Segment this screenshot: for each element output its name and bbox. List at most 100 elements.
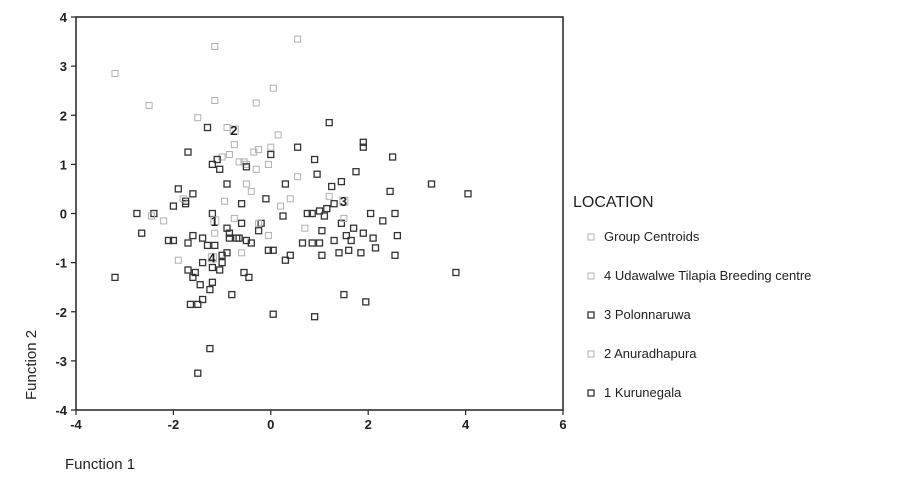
data-point-group-3: [325, 118, 333, 127]
data-point-group-4: [230, 214, 238, 222]
data-point-group-1: [198, 234, 207, 242]
data-point-group-1: [189, 231, 197, 240]
legend-marker-2: [587, 350, 595, 358]
data-point-group-4: [160, 217, 168, 225]
data-point-group-1: [186, 300, 195, 309]
y-tick-label: 2: [60, 108, 67, 123]
data-point-group-3: [138, 229, 146, 237]
data-point-group-3: [313, 170, 321, 178]
legend: LOCATION Group Centroids 4 Udawalwe Tilap…: [573, 194, 811, 400]
x-tick-label: -4: [70, 417, 82, 432]
data-point-group-1: [223, 249, 231, 257]
data-point-group-3: [242, 236, 251, 245]
data-point-group-2: [211, 43, 219, 50]
data-point-group-4: [294, 173, 302, 181]
legend-marker-centroids: [587, 233, 595, 241]
data-point-group-1: [206, 285, 214, 294]
data-point-group-3: [369, 234, 377, 242]
data-point-group-1: [194, 300, 202, 309]
data-point-group-1: [208, 278, 217, 286]
data-point-group-3: [366, 209, 375, 218]
data-point-group-3: [391, 209, 399, 218]
data-point-group-4: [264, 160, 272, 168]
legend-marker-1: [587, 389, 595, 397]
data-point-group-3: [208, 160, 217, 169]
data-point-group-1: [191, 268, 199, 277]
data-point-group-3: [310, 155, 319, 164]
data-point-group-1: [245, 273, 253, 282]
data-point-group-1: [198, 295, 207, 304]
data-point-group-4: [242, 180, 250, 188]
data-point-group-4: [286, 195, 294, 203]
data-point-group-3: [345, 246, 353, 254]
data-point-group-3: [330, 236, 338, 245]
data-point-group-1: [233, 234, 241, 242]
data-point-group-1: [164, 236, 173, 245]
data-point-group-1: [225, 229, 234, 237]
data-point-group-3: [379, 217, 387, 225]
x-tick-label: 0: [267, 417, 274, 432]
data-point-group-4: [255, 219, 263, 227]
legend-marker-3: [587, 311, 595, 319]
data-point-group-3: [203, 123, 212, 132]
data-point-group-3: [293, 143, 302, 151]
data-point-group-1: [184, 266, 192, 274]
data-point-group-3: [335, 249, 343, 257]
centroid-marker: [210, 216, 220, 226]
legend-label: 2 Anuradhapura: [604, 346, 697, 361]
data-point-group-3: [298, 239, 307, 247]
data-point-group-3: [237, 219, 246, 227]
data-point-group-1: [198, 258, 207, 267]
data-point-group-3: [342, 231, 350, 240]
data-point-group-4: [238, 249, 246, 257]
data-point-group-2: [294, 35, 302, 43]
data-point-group-1: [194, 369, 202, 377]
data-point-group-3: [310, 313, 319, 321]
data-point-group-3: [281, 256, 290, 264]
data-point-group-3: [223, 180, 231, 188]
data-point-group-3: [391, 251, 399, 259]
data-point-group-3: [318, 251, 326, 259]
x-tick-label: -2: [168, 417, 180, 432]
data-point-group-1: [184, 239, 192, 247]
data-point-group-3: [323, 204, 331, 213]
centroid-label: 2: [230, 123, 237, 138]
y-tick-label: 4: [60, 10, 68, 25]
data-point-group-1: [206, 344, 214, 353]
data-point-group-2: [194, 114, 202, 122]
data-point-group-1: [218, 258, 226, 267]
data-point-group-3: [347, 236, 355, 245]
data-point-group-3: [359, 229, 367, 237]
data-point-group-3: [388, 153, 397, 161]
legend-label: 1 Kurunegala: [604, 385, 682, 400]
data-point-group-4: [179, 195, 187, 203]
data-point-group-3: [308, 239, 316, 247]
centroid-label: 4: [208, 251, 216, 266]
y-tick-label: -1: [55, 256, 67, 271]
data-point-group-3: [279, 212, 287, 220]
centroid-label: 1: [211, 214, 218, 229]
centroid-label: 3: [340, 194, 347, 209]
data-point-group-2: [211, 97, 219, 104]
data-point-group-3: [281, 180, 290, 188]
data-point-group-3: [225, 234, 234, 242]
data-point-group-2: [267, 143, 275, 151]
data-point-group-3: [308, 209, 316, 218]
data-point-group-3: [362, 298, 370, 306]
y-tick-label: -3: [55, 354, 67, 369]
x-tick-label: 6: [559, 417, 566, 432]
data-point-group-2: [145, 101, 153, 109]
centroid-marker: [207, 253, 217, 263]
x-tick-label: 4: [462, 417, 470, 432]
data-point-group-4: [340, 214, 348, 222]
data-point-group-1: [111, 273, 119, 282]
data-point-group-3: [269, 246, 277, 254]
data-point-group-3: [352, 168, 360, 176]
data-point-group-3: [189, 190, 197, 198]
legend-label: Group Centroids: [604, 229, 700, 244]
data-point-group-1: [208, 263, 217, 272]
data-point-group-3: [330, 200, 338, 208]
x-axis-title: Function 1: [65, 456, 135, 473]
data-point-group-3: [237, 200, 246, 208]
